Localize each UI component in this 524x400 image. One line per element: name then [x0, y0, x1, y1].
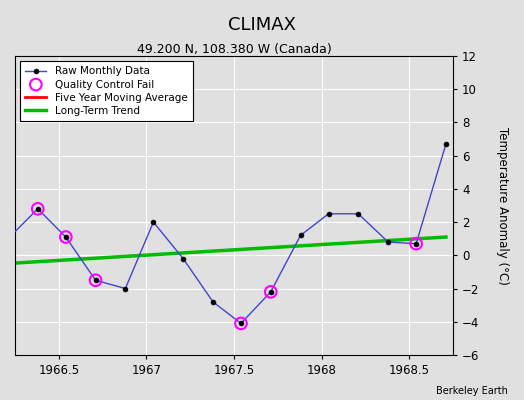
Raw Monthly Data — [63, 235, 69, 240]
Title: 49.200 N, 108.380 W (Canada): 49.200 N, 108.380 W (Canada) — [137, 43, 331, 56]
Raw Monthly Data — [325, 211, 332, 216]
Quality Control Fail — [34, 206, 42, 212]
Quality Control Fail — [237, 320, 245, 327]
Quality Control Fail — [412, 240, 420, 247]
Quality Control Fail — [62, 234, 70, 240]
Raw Monthly Data — [210, 300, 216, 304]
Raw Monthly Data — [150, 220, 157, 224]
Text: Berkeley Earth: Berkeley Earth — [436, 386, 508, 396]
Raw Monthly Data — [268, 290, 274, 294]
Raw Monthly Data — [122, 286, 128, 291]
Quality Control Fail — [267, 289, 275, 295]
Raw Monthly Data — [92, 278, 99, 283]
Raw Monthly Data — [180, 256, 187, 261]
Raw Monthly Data — [443, 142, 449, 146]
Quality Control Fail — [4, 236, 12, 242]
Quality Control Fail — [91, 277, 100, 284]
Y-axis label: Temperature Anomaly (°C): Temperature Anomaly (°C) — [496, 126, 509, 284]
Raw Monthly Data — [298, 233, 304, 238]
Raw Monthly Data — [238, 321, 244, 326]
Raw Monthly Data — [5, 236, 11, 241]
Raw Monthly Data — [35, 206, 41, 211]
Line: Raw Monthly Data: Raw Monthly Data — [0, 142, 449, 326]
Legend: Raw Monthly Data, Quality Control Fail, Five Year Moving Average, Long-Term Tren: Raw Monthly Data, Quality Control Fail, … — [20, 61, 192, 121]
Raw Monthly Data — [385, 240, 391, 244]
Raw Monthly Data — [355, 211, 362, 216]
Text: CLIMAX: CLIMAX — [228, 16, 296, 34]
Raw Monthly Data — [413, 241, 419, 246]
